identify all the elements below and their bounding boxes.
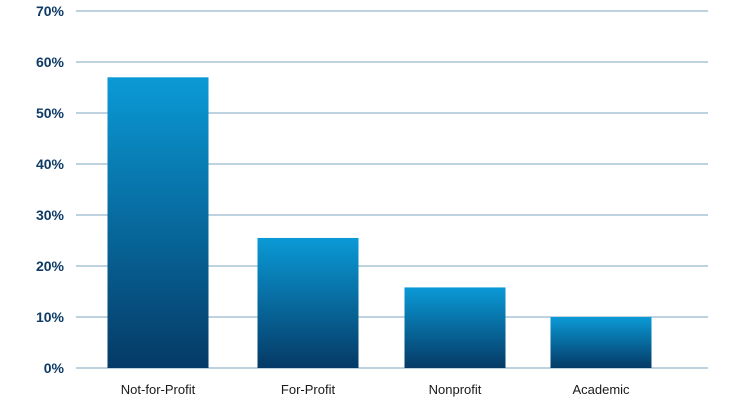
x-axis-category-labels: Not-for-Profit For-Profit Nonprofit Academi… xyxy=(121,382,630,397)
bar-for-profit xyxy=(257,237,359,368)
bars xyxy=(107,77,652,369)
y-tick-label: 20% xyxy=(36,258,65,274)
y-tick-label: 40% xyxy=(36,156,65,172)
y-tick-label: 70% xyxy=(36,3,65,19)
x-category-label: Not-for-Profit xyxy=(121,382,196,397)
y-tick-label: 30% xyxy=(36,207,65,223)
bar-nonprofit xyxy=(404,287,506,368)
y-axis-tick-labels: 0% 10% 20% 30% 40% 50% 60% 70% xyxy=(36,3,65,376)
bar-academic xyxy=(550,317,652,368)
y-tick-label: 10% xyxy=(36,309,65,325)
y-tick-label: 50% xyxy=(36,105,65,121)
y-tick-label: 60% xyxy=(36,54,65,70)
x-category-label: For-Profit xyxy=(281,382,336,397)
x-category-label: Nonprofit xyxy=(429,382,482,397)
x-category-label: Academic xyxy=(572,382,630,397)
y-tick-label: 0% xyxy=(44,360,65,376)
bar-not-for-profit xyxy=(107,77,209,369)
